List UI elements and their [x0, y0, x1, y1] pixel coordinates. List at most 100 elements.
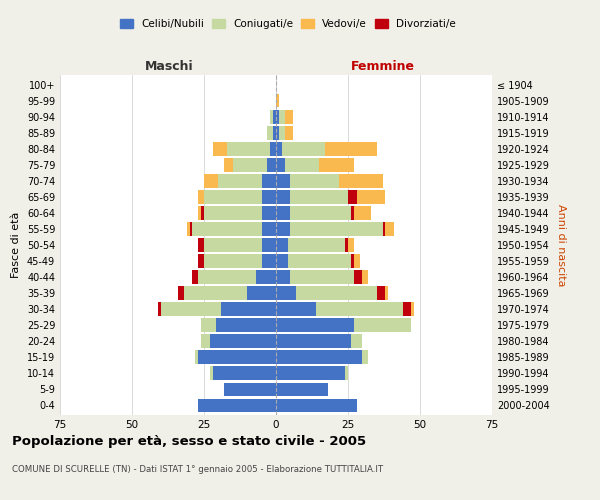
Bar [340, 174, 383, 188]
Bar [290, 270, 354, 284]
Bar [316, 302, 403, 316]
Bar [224, 158, 233, 172]
Bar [210, 366, 212, 380]
Bar [158, 302, 161, 316]
Bar [354, 206, 371, 220]
Bar [262, 254, 276, 268]
Bar [296, 286, 377, 300]
Bar [276, 270, 290, 284]
Bar [204, 238, 262, 252]
Bar [276, 366, 345, 380]
Bar [385, 222, 394, 236]
Bar [204, 206, 262, 220]
Y-axis label: Anni di nascita: Anni di nascita [556, 204, 566, 286]
Bar [354, 254, 359, 268]
Bar [256, 270, 276, 284]
Bar [224, 382, 276, 396]
Bar [262, 222, 276, 236]
Bar [198, 238, 204, 252]
Bar [348, 238, 354, 252]
Bar [190, 222, 193, 236]
Bar [385, 286, 388, 300]
Bar [233, 158, 268, 172]
Bar [178, 286, 184, 300]
Bar [276, 350, 362, 364]
Bar [345, 238, 348, 252]
Bar [273, 110, 276, 124]
Bar [161, 302, 221, 316]
Bar [348, 190, 356, 203]
Bar [262, 206, 276, 220]
Bar [276, 142, 282, 156]
Bar [284, 110, 293, 124]
Bar [193, 222, 262, 236]
Bar [276, 190, 290, 203]
Bar [262, 238, 276, 252]
Bar [193, 270, 198, 284]
Bar [276, 110, 279, 124]
Bar [362, 350, 368, 364]
Bar [345, 366, 348, 380]
Bar [201, 318, 215, 332]
Bar [290, 174, 340, 188]
Bar [290, 206, 351, 220]
Bar [201, 206, 204, 220]
Bar [276, 318, 354, 332]
Text: Maschi: Maschi [145, 60, 194, 74]
Bar [351, 254, 354, 268]
Bar [276, 398, 356, 412]
Bar [184, 286, 247, 300]
Bar [218, 174, 262, 188]
Bar [279, 126, 284, 140]
Bar [284, 158, 319, 172]
Bar [276, 126, 279, 140]
Bar [319, 158, 354, 172]
Bar [276, 94, 279, 108]
Bar [282, 142, 325, 156]
Bar [279, 110, 284, 124]
Bar [210, 334, 276, 348]
Legend: Celibi/Nubili, Coniugati/e, Vedovi/e, Divorziati/e: Celibi/Nubili, Coniugati/e, Vedovi/e, Di… [116, 15, 460, 34]
Bar [276, 302, 316, 316]
Bar [377, 286, 385, 300]
Bar [198, 206, 201, 220]
Bar [198, 398, 276, 412]
Bar [276, 222, 290, 236]
Bar [276, 382, 328, 396]
Bar [276, 206, 290, 220]
Bar [204, 190, 262, 203]
Bar [276, 158, 284, 172]
Bar [276, 334, 351, 348]
Bar [204, 254, 262, 268]
Text: Popolazione per età, sesso e stato civile - 2005: Popolazione per età, sesso e stato civil… [12, 435, 366, 448]
Bar [354, 318, 412, 332]
Bar [215, 318, 276, 332]
Bar [276, 238, 287, 252]
Bar [262, 190, 276, 203]
Bar [383, 222, 385, 236]
Bar [198, 350, 276, 364]
Text: COMUNE DI SCURELLE (TN) - Dati ISTAT 1° gennaio 2005 - Elaborazione TUTTITALIA.I: COMUNE DI SCURELLE (TN) - Dati ISTAT 1° … [12, 465, 383, 474]
Bar [268, 158, 276, 172]
Text: Femmine: Femmine [350, 60, 415, 74]
Bar [325, 142, 377, 156]
Bar [287, 254, 351, 268]
Bar [354, 270, 362, 284]
Bar [287, 238, 345, 252]
Bar [196, 350, 198, 364]
Bar [201, 334, 210, 348]
Bar [412, 302, 414, 316]
Bar [284, 126, 293, 140]
Bar [198, 270, 256, 284]
Bar [403, 302, 412, 316]
Bar [362, 270, 368, 284]
Bar [212, 366, 276, 380]
Bar [204, 174, 218, 188]
Bar [270, 110, 273, 124]
Bar [247, 286, 276, 300]
Bar [351, 206, 354, 220]
Bar [273, 126, 276, 140]
Bar [198, 190, 204, 203]
Bar [198, 254, 204, 268]
Bar [356, 190, 385, 203]
